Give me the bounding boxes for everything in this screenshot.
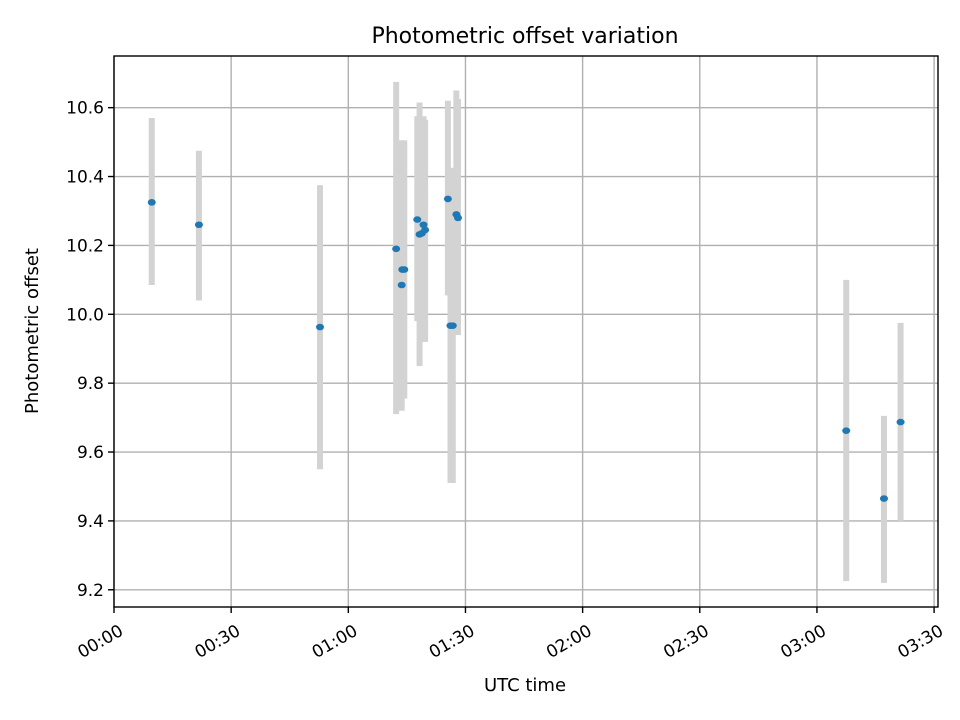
data-point [392, 245, 401, 253]
data-point [448, 322, 457, 329]
y-tick-label: 9.8 [77, 374, 104, 394]
data-point [147, 199, 156, 206]
y-axis-label: Photometric offset [22, 248, 43, 414]
y-tick-label: 10.2 [66, 236, 104, 256]
x-tick-label: 00:00 [74, 621, 126, 663]
x-tick-label: 02:00 [543, 621, 595, 663]
y-tick-label: 10.6 [66, 99, 104, 119]
data-point [879, 495, 888, 502]
x-tick-label: 00:30 [192, 621, 244, 663]
data-point [413, 216, 422, 223]
data-point [896, 418, 905, 426]
x-tick-label: 03:00 [777, 621, 829, 663]
data-point [400, 266, 409, 273]
data-point [419, 221, 428, 229]
y-tick-label: 9.6 [77, 443, 104, 463]
x-tick-label: 03:30 [895, 621, 947, 663]
data-point [397, 281, 406, 289]
y-tick-label: 9.4 [77, 512, 104, 532]
data-point [453, 214, 462, 222]
x-axis-ticks: 00:00 00:30 01:00 01:30 02:00 02:30 03:00 03:30 [74, 607, 947, 663]
y-axis-ticks: 9.2 9.4 9.6 9.8 10.0 10.2 10.4 10.6 [66, 99, 114, 601]
chart-title: Photometric offset variation [371, 24, 678, 49]
data-point [443, 195, 452, 203]
grid [113, 56, 938, 607]
data-point [421, 226, 430, 234]
data-point [194, 221, 203, 229]
y-tick-label: 10.0 [66, 305, 104, 325]
data-point [842, 427, 851, 434]
y-tick-label: 10.4 [66, 168, 104, 188]
data-point [316, 323, 324, 331]
plot-frame [113, 55, 939, 608]
x-tick-label: 01:30 [426, 621, 478, 663]
data-points [147, 195, 905, 502]
y-tick-label: 9.2 [77, 581, 104, 601]
x-tick-label: 02:30 [660, 621, 712, 663]
x-axis-label: UTC time [484, 675, 566, 696]
x-tick-label: 01:00 [309, 621, 361, 663]
error-bars [148, 81, 904, 583]
